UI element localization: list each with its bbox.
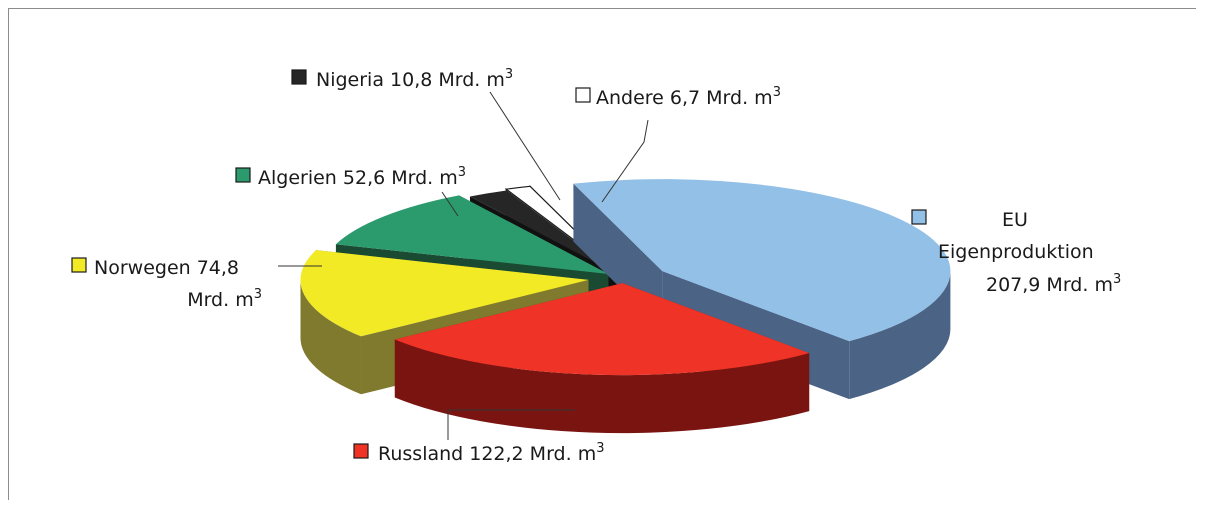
slice-label-andere: Andere 6,7 Mrd. m3	[596, 85, 781, 109]
legend-swatch-andere	[575, 87, 591, 103]
slice-label-eu: Eigenproduktion	[938, 241, 1094, 263]
legend-swatch-algerien	[235, 167, 251, 183]
legend-swatch-nigeria	[291, 69, 307, 85]
slice-outer-wall	[300, 279, 361, 395]
label-algerien: Algerien 52,6 Mrd. m3	[235, 165, 466, 217]
slice-top-norwegen	[300, 250, 589, 337]
label-nigeria: Nigeria 10,8 Mrd. m3	[291, 67, 561, 201]
chart-frame	[8, 8, 1196, 500]
slice-outer-wall	[849, 271, 951, 400]
legend-swatch-russland	[353, 443, 369, 459]
slice-top-russland	[394, 283, 810, 376]
slice-label-eu: 207,9 Mrd. m3	[986, 272, 1121, 296]
label-eu: EU Eigenproduktion 207,9 Mrd. m3	[911, 209, 1121, 296]
leader-line-algerien	[441, 191, 459, 217]
slice-top-eu	[573, 179, 951, 342]
legend-swatch-norwegen	[71, 257, 87, 273]
slice-label-eu: EU	[1002, 209, 1028, 231]
slice-label-norwegen: Mrd. m3	[187, 287, 262, 311]
slice-label-russland: Russland 122,2 Mrd. m3	[378, 441, 604, 465]
label-russland: Russland 122,2 Mrd. m3	[353, 409, 604, 465]
legend-swatch-eu	[911, 209, 927, 225]
leader-line-russland	[447, 409, 575, 440]
slice-top-algerien	[335, 195, 609, 274]
leader-line-nigeria	[489, 91, 561, 201]
slice-label-norwegen: Norwegen 74,8	[94, 257, 239, 279]
label-andere: Andere 6,7 Mrd. m3	[575, 85, 781, 203]
label-norwegen: Norwegen 74,8 Mrd. m3	[71, 257, 322, 311]
leader-line-andere	[601, 119, 649, 203]
slice-label-nigeria: Nigeria 10,8 Mrd. m3	[316, 67, 513, 91]
slice-label-algerien: Algerien 52,6 Mrd. m3	[258, 165, 466, 189]
slice-top-nigeria	[469, 190, 620, 276]
